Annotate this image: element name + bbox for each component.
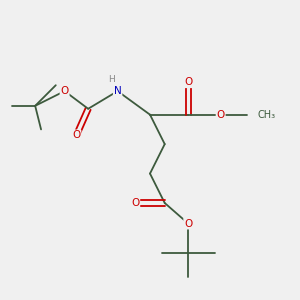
Text: N: N	[114, 86, 122, 96]
Text: H: H	[108, 75, 115, 84]
Text: CH₃: CH₃	[257, 110, 276, 120]
Text: O: O	[184, 77, 192, 87]
Text: O: O	[131, 198, 140, 208]
Text: O: O	[72, 130, 80, 140]
Text: O: O	[217, 110, 225, 120]
Text: O: O	[184, 219, 192, 229]
Text: O: O	[61, 86, 69, 96]
